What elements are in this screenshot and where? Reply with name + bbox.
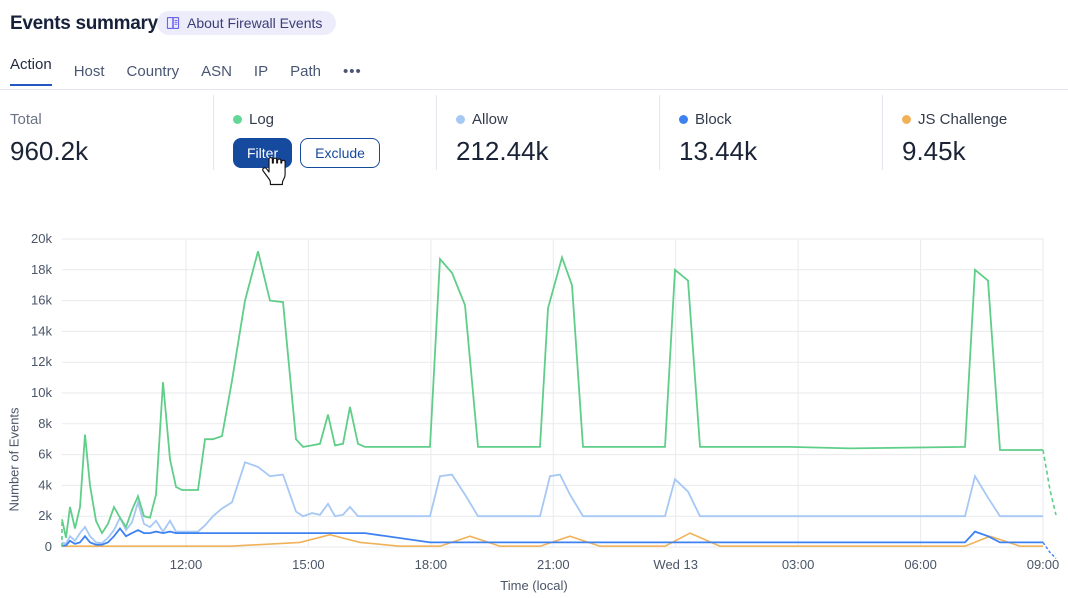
svg-text:06:00: 06:00 <box>904 557 937 572</box>
svg-text:0: 0 <box>45 539 52 554</box>
svg-text:2k: 2k <box>38 508 52 523</box>
svg-text:18:00: 18:00 <box>415 557 448 572</box>
svg-text:03:00: 03:00 <box>782 557 815 572</box>
svg-text:15:00: 15:00 <box>292 557 325 572</box>
svg-text:6k: 6k <box>38 447 52 462</box>
svg-text:09:00: 09:00 <box>1027 557 1060 572</box>
svg-text:20k: 20k <box>31 231 52 246</box>
svg-text:16k: 16k <box>31 293 52 308</box>
svg-text:12k: 12k <box>31 354 52 369</box>
svg-text:14k: 14k <box>31 323 52 338</box>
svg-text:12:00: 12:00 <box>170 557 203 572</box>
svg-text:21:00: 21:00 <box>537 557 570 572</box>
svg-text:8k: 8k <box>38 416 52 431</box>
svg-text:4k: 4k <box>38 477 52 492</box>
svg-text:Wed 13: Wed 13 <box>653 557 698 572</box>
svg-text:10k: 10k <box>31 385 52 400</box>
svg-text:18k: 18k <box>31 262 52 277</box>
